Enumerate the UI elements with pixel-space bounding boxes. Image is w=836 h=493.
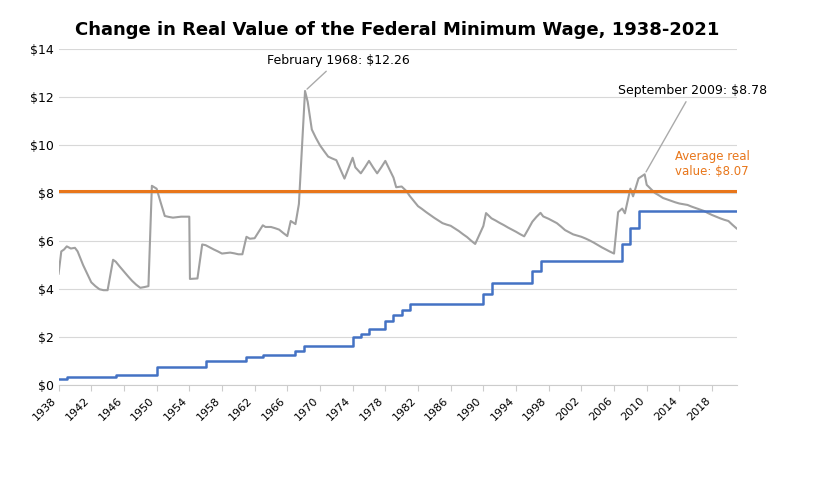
- Inflation-Adjusted Value of Min Wage: [233, 251, 243, 257]
- Line: Inflation-Adjusted Value of Min Wage: Inflation-Adjusted Value of Min Wage: [59, 91, 736, 290]
- Inflation-Adjusted Value of Min Wage: [588, 240, 598, 246]
- Inflation-Adjusted Value of Min Wage: [319, 148, 329, 154]
- Inflation-Adjusted Value of Min Wage: [706, 212, 716, 218]
- Legend: Nominal Min Wage, Inflation-Adjusted Value of Min Wage: Nominal Min Wage, Inflation-Adjusted Val…: [84, 492, 548, 493]
- Inflation-Adjusted Value of Min Wage: [99, 287, 109, 293]
- Inflation-Adjusted Value of Min Wage: [731, 225, 741, 231]
- Inflation-Adjusted Value of Min Wage: [639, 172, 649, 177]
- Nominal Min Wage: [151, 372, 161, 378]
- Nominal Min Wage: [405, 307, 415, 313]
- Nominal Min Wage: [396, 312, 406, 318]
- Nominal Min Wage: [143, 372, 153, 378]
- Inflation-Adjusted Value of Min Wage: [299, 88, 309, 94]
- Nominal Min Wage: [633, 208, 643, 214]
- Inflation-Adjusted Value of Min Wage: [600, 246, 610, 252]
- Line: Nominal Min Wage: Nominal Min Wage: [59, 211, 736, 379]
- Nominal Min Wage: [298, 348, 308, 354]
- Nominal Min Wage: [502, 280, 512, 286]
- Inflation-Adjusted Value of Min Wage: [54, 271, 64, 277]
- Nominal Min Wage: [731, 208, 741, 214]
- Text: February 1968: $12.26: February 1968: $12.26: [267, 54, 409, 89]
- Title: Change in Real Value of the Federal Minimum Wage, 1938-2021: Change in Real Value of the Federal Mini…: [75, 21, 719, 39]
- Text: Average real
value: $8.07: Average real value: $8.07: [675, 150, 749, 178]
- Nominal Min Wage: [54, 376, 64, 382]
- Text: September 2009: $8.78: September 2009: $8.78: [617, 83, 767, 172]
